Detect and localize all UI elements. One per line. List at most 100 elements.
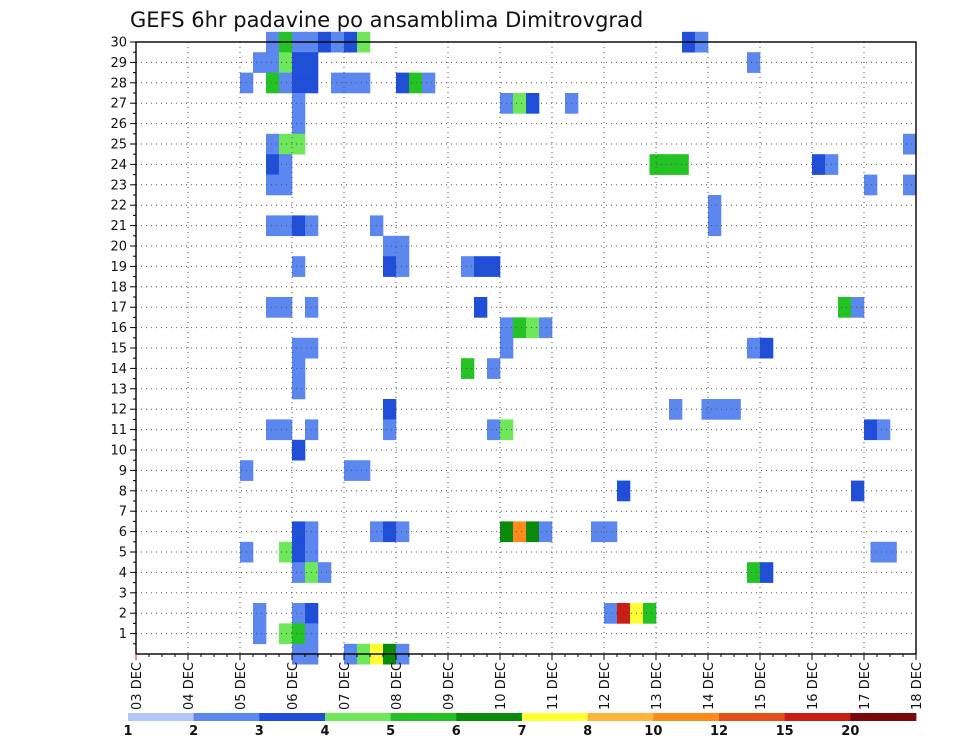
heatmap-cell [409,72,423,94]
y-tick-label: 27 [110,97,127,112]
heatmap-cell [318,562,332,583]
heatmap-cell [461,358,475,379]
heatmap-cell [708,195,722,216]
y-tick-label: 12 [110,403,127,418]
y-tick-label: 5 [119,546,127,561]
colorbar-label: 12 [710,724,728,739]
heatmap-cell [383,399,397,420]
heatmap-cell [266,72,280,94]
heatmap-cell [357,72,371,94]
heatmap-cell [487,256,501,277]
y-tick-label: 16 [110,321,127,336]
heatmap-cell [513,521,527,543]
heatmap-cell [747,562,761,583]
x-tick-label: 10 DEC [494,662,509,710]
y-tick-label: 15 [110,342,127,357]
heatmap-cell [903,133,917,155]
y-tick-label: 14 [110,362,127,377]
colorbar-label: 2 [189,724,198,739]
colorbar-label: 15 [776,724,794,739]
heatmap-cell [851,297,865,318]
colorbar: 1 2 3 4 5 6 7 8 10 12 15 20 [123,713,917,739]
x-tick-label: 07 DEC [338,662,353,710]
heatmap-cell [903,174,917,196]
colorbar-segment [719,713,786,721]
heatmap-cell [396,256,410,277]
heatmap-cell [487,358,501,379]
y-tick-label: 8 [119,484,127,499]
y-tick-label: 18 [110,280,127,295]
heatmap-cell [266,154,280,175]
heatmap-cell [292,378,306,400]
heatmap-cell [383,235,397,257]
y-tick-label: 25 [110,138,127,153]
heatmap-cell [864,419,878,441]
heatmap-cell [877,419,891,441]
heatmap-cell [604,603,618,624]
x-tick-label: 14 DEC [702,662,717,710]
y-tick-label: 3 [119,586,127,601]
heatmap-cell [883,541,897,563]
colorbar-label: 7 [517,724,526,739]
heatmap-cell [279,215,293,237]
heatmap-cell [253,52,267,73]
heatmap-cell [279,154,293,175]
y-tick-label: 30 [110,36,127,51]
x-tick-label: 04 DEC [182,662,197,710]
heatmap-cell [539,317,553,339]
heatmap-cell [279,297,293,318]
x-axis-ticks: 03 DEC 04 DEC 05 DEC 06 DEC 07 DEC 08 DEC 09 D… [130,654,925,710]
heatmap-cell [526,93,540,114]
heatmap-cell [344,460,358,481]
colorbar-label: 10 [644,724,662,739]
x-tick-label: 15 DEC [754,662,769,710]
heatmap-cell [747,337,761,359]
colorbar-label: 1 [123,724,132,739]
colorbar-segment [522,713,589,721]
y-tick-label: 21 [110,219,127,234]
heatmap-cell [292,113,306,135]
x-tick-label: 06 DEC [286,662,301,710]
heatmap-cell [539,521,553,543]
x-tick-label: 03 DEC [130,662,145,710]
heatmap-cell [643,603,657,624]
heatmap-cell [279,174,293,196]
heatmap-cell [279,623,293,645]
heatmap-cell [266,174,280,196]
y-tick-label: 23 [110,178,127,193]
heatmap-cell [708,215,722,237]
heatmap-cell [292,623,306,645]
y-tick-label: 17 [110,301,127,316]
heatmap-cell [279,52,293,73]
heatmap-cell [383,521,397,543]
y-tick-label: 7 [119,505,127,520]
y-tick-label: 6 [119,525,127,540]
colorbar-segment [850,713,917,721]
heatmap-cell [266,297,280,318]
heatmap-cell [292,256,306,277]
y-tick-label: 4 [119,566,127,581]
heatmap-cell [747,52,761,73]
heatmap-cell [292,72,306,94]
heatmap-cell [292,93,306,114]
heatmap-cell [838,297,852,318]
heatmap-cell [422,72,436,94]
heatmap-cell [526,317,540,339]
y-tick-label: 19 [110,260,127,275]
x-tick-label: 08 DEC [390,662,405,710]
heatmap-cell [266,133,280,155]
heatmap-cell [474,297,488,318]
heatmap-cell [487,419,501,441]
heatmap-cell [461,256,475,277]
heatmap-cell [344,72,358,94]
heatmap-cell [292,603,306,624]
heatmap-cell [292,521,306,543]
x-tick-label: 09 DEC [442,662,457,710]
colorbar-segment [325,713,392,721]
colorbar-label: 8 [583,724,592,739]
chart-title: GEFS 6hr padavine po ansamblima Dimitrov… [130,8,643,32]
colorbar-segment [456,713,523,721]
heatmap-cell [266,215,280,237]
y-tick-label: 9 [119,464,127,479]
